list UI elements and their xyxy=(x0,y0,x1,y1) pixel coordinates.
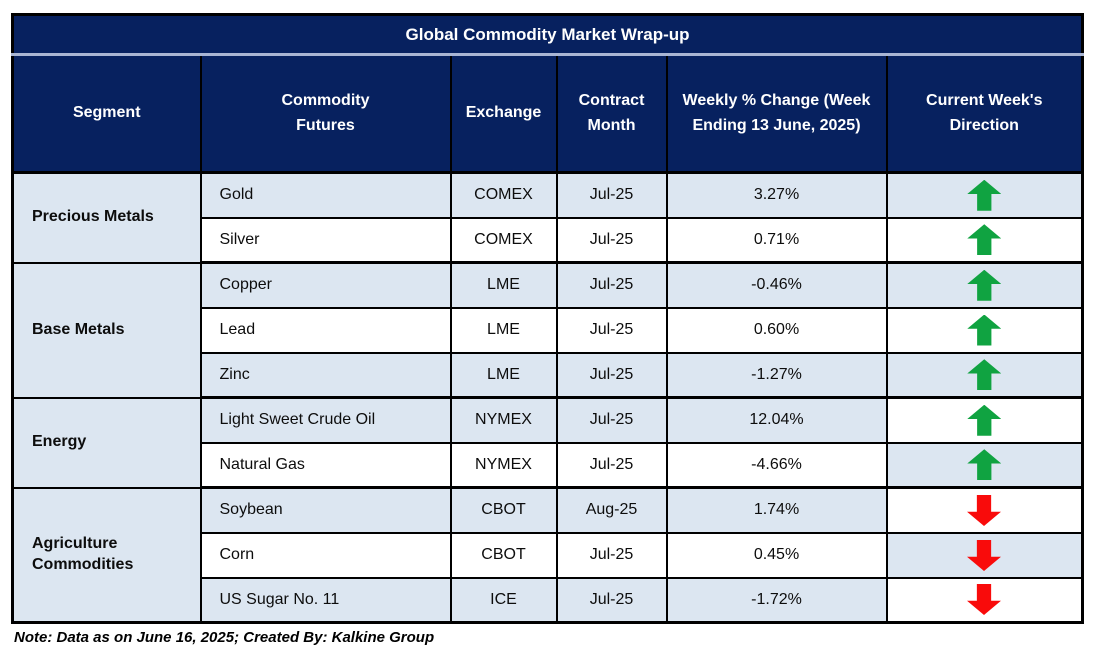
table-row: Natural Gas NYMEX Jul-25 -4.66% xyxy=(13,441,1084,489)
weekly-change-cell: -0.46% xyxy=(665,261,888,309)
commodity-cell: Silver xyxy=(199,216,452,264)
contract-cell: Jul-25 xyxy=(555,441,668,489)
weekly-change-cell: 12.04% xyxy=(665,396,888,444)
exchange-cell: LME xyxy=(449,306,558,354)
table-row: Corn CBOT Jul-25 0.45% xyxy=(13,531,1084,579)
direction-cell xyxy=(885,351,1084,399)
header-weekly-change: Weekly % Change (Week Ending 13 June, 20… xyxy=(665,53,888,174)
direction-cell xyxy=(885,531,1084,579)
weekly-change-cell: -4.66% xyxy=(665,441,888,489)
direction-arrow-icon xyxy=(967,540,1001,571)
header-segment: Segment xyxy=(11,53,202,174)
commodity-cell: Natural Gas xyxy=(199,441,452,489)
direction-arrow-icon xyxy=(967,224,1002,256)
table-header-row: Segment Commodity Futures Exchange Contr… xyxy=(11,53,1084,174)
commodity-table-container: Global Commodity Market Wrap-up Segment … xyxy=(11,13,1085,646)
exchange-cell: COMEX xyxy=(449,171,558,219)
weekly-change-cell: 0.60% xyxy=(665,306,888,354)
exchange-cell: COMEX xyxy=(449,216,558,264)
commodity-cell: Light Sweet Crude Oil xyxy=(199,396,452,444)
direction-arrow-icon xyxy=(967,179,1002,211)
exchange-cell: LME xyxy=(449,351,558,399)
exchange-cell: LME xyxy=(449,261,558,309)
contract-cell: Jul-25 xyxy=(555,216,668,264)
weekly-change-cell: -1.27% xyxy=(665,351,888,399)
table-title: Global Commodity Market Wrap-up xyxy=(11,13,1084,56)
contract-cell: Jul-25 xyxy=(555,576,668,624)
direction-arrow-icon xyxy=(967,584,1001,615)
header-contract-month: Contract Month xyxy=(555,53,668,174)
contract-cell: Jul-25 xyxy=(555,171,668,219)
exchange-cell: CBOT xyxy=(449,531,558,579)
segment-cell-precious-metals: Precious Metals xyxy=(11,171,202,264)
commodity-cell: Gold xyxy=(199,171,452,219)
table-row: Agriculture Commodities Soybean CBOT Aug… xyxy=(11,486,1084,624)
exchange-cell: NYMEX xyxy=(449,396,558,444)
weekly-change-cell: 3.27% xyxy=(665,171,888,219)
commodity-cell: Corn xyxy=(199,531,452,579)
segment-cell-energy: Energy xyxy=(11,396,202,489)
header-commodity-futures: Commodity Futures xyxy=(199,53,452,174)
commodity-table: Global Commodity Market Wrap-up Segment … xyxy=(11,13,1085,624)
exchange-cell: ICE xyxy=(449,576,558,624)
weekly-change-cell: 1.74% xyxy=(665,486,888,534)
weekly-change-cell: -1.72% xyxy=(665,576,888,624)
direction-cell xyxy=(885,396,1084,444)
contract-cell: Jul-25 xyxy=(555,306,668,354)
footnote: Note: Data as on June 16, 2025; Created … xyxy=(14,629,435,646)
contract-cell: Aug-25 xyxy=(555,486,668,534)
direction-cell xyxy=(885,261,1084,309)
contract-cell: Jul-25 xyxy=(555,396,668,444)
direction-arrow-icon xyxy=(967,314,1002,346)
direction-cell xyxy=(885,306,1084,354)
direction-cell xyxy=(885,216,1084,264)
table-row: Lead LME Jul-25 0.60% xyxy=(13,306,1084,354)
direction-arrow-icon xyxy=(967,269,1002,301)
header-current-week-direction: Current Week's Direction xyxy=(885,53,1084,174)
table-title-row: Global Commodity Market Wrap-up xyxy=(11,13,1084,56)
segment-cell-base-metals: Base Metals xyxy=(11,261,202,399)
direction-arrow-icon xyxy=(967,449,1002,481)
table-row: Precious Metals Gold COMEX Jul-25 3.27% xyxy=(11,171,1084,264)
direction-cell xyxy=(885,441,1084,489)
contract-cell: Jul-25 xyxy=(555,531,668,579)
segment-cell-agriculture: Agriculture Commodities xyxy=(11,486,202,624)
weekly-change-cell: 0.71% xyxy=(665,216,888,264)
direction-cell xyxy=(885,171,1084,219)
direction-arrow-icon xyxy=(967,495,1001,526)
contract-cell: Jul-25 xyxy=(555,261,668,309)
commodity-cell: Copper xyxy=(199,261,452,309)
exchange-cell: CBOT xyxy=(449,486,558,534)
exchange-cell: NYMEX xyxy=(449,441,558,489)
direction-cell xyxy=(885,576,1084,624)
weekly-change-cell: 0.45% xyxy=(665,531,888,579)
table-row: Base Metals Copper LME Jul-25 -0.46% xyxy=(11,261,1084,399)
commodity-cell: Soybean xyxy=(199,486,452,534)
table-row: US Sugar No. 11 ICE Jul-25 -1.72% xyxy=(13,576,1084,624)
direction-arrow-icon xyxy=(967,404,1002,436)
contract-cell: Jul-25 xyxy=(555,351,668,399)
commodity-cell: US Sugar No. 11 xyxy=(199,576,452,624)
table-row: Silver COMEX Jul-25 0.71% xyxy=(13,216,1084,264)
direction-cell xyxy=(885,486,1084,534)
direction-arrow-icon xyxy=(967,359,1002,391)
table-row: Energy Light Sweet Crude Oil NYMEX Jul-2… xyxy=(11,396,1084,489)
table-row: Zinc LME Jul-25 -1.27% xyxy=(13,351,1084,399)
commodity-cell: Lead xyxy=(199,306,452,354)
header-exchange: Exchange xyxy=(449,53,558,174)
commodity-cell: Zinc xyxy=(199,351,452,399)
